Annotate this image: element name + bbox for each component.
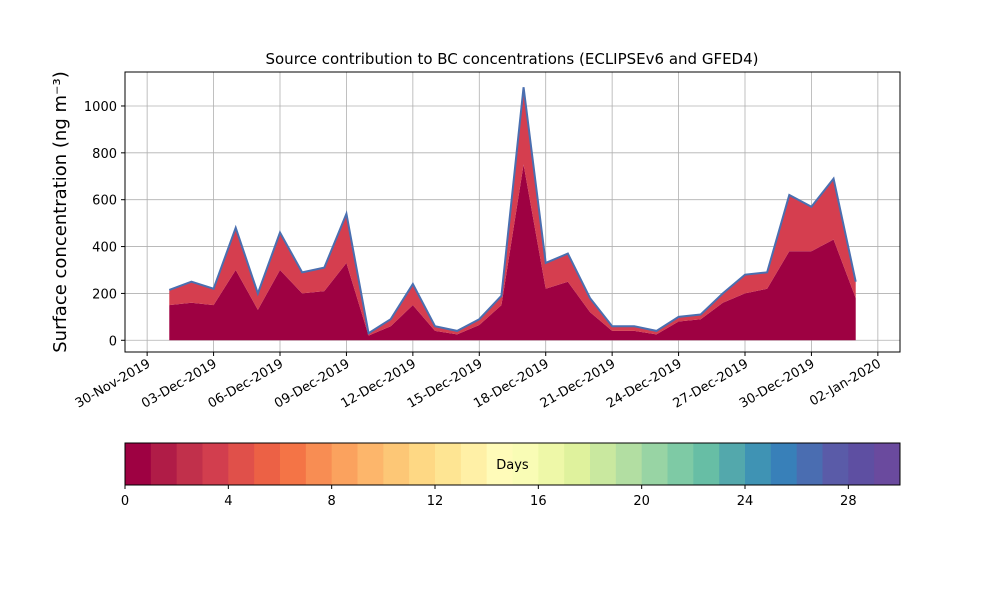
colorbar-swatch — [770, 443, 798, 485]
colorbar-swatch — [357, 443, 384, 485]
colorbar-label: Days — [496, 458, 529, 473]
colorbar-swatch — [874, 443, 901, 485]
colorbar-tick-label: 8 — [328, 494, 336, 509]
colorbar-tick-label: 12 — [427, 494, 444, 509]
y-tick-label: 600 — [92, 194, 117, 209]
colorbar-swatch — [512, 443, 539, 485]
colorbar-tick-label: 0 — [121, 494, 129, 509]
colorbar-swatch — [822, 443, 849, 485]
colorbar-swatch — [796, 443, 823, 485]
colorbar-swatch — [693, 443, 720, 485]
colorbar-swatch — [667, 443, 694, 485]
colorbar-tick-label: 28 — [840, 494, 857, 509]
colorbar-swatch — [125, 443, 152, 485]
y-tick-label: 200 — [92, 287, 117, 302]
colorbar-swatch — [228, 443, 255, 485]
colorbar-swatch — [383, 443, 410, 485]
colorbar-tick-label: 24 — [737, 494, 754, 509]
colorbar-swatch — [202, 443, 229, 485]
colorbar-swatch — [280, 443, 307, 485]
x-tick-label: 30-Dec-2019 — [737, 356, 817, 411]
colorbar-swatch — [409, 443, 436, 485]
y-tick-label: 1000 — [84, 100, 117, 115]
y-tick-label: 800 — [92, 147, 117, 162]
colorbar-swatch — [150, 443, 178, 485]
colorbar-swatch — [641, 443, 668, 485]
plot-frame — [124, 71, 901, 353]
colorbar-swatch — [745, 443, 772, 485]
y-tick-label: 400 — [92, 241, 117, 256]
total-line — [168, 87, 857, 335]
chart-title: Source contribution to BC concentrations… — [265, 50, 758, 68]
colorbar-tick-label: 16 — [530, 494, 547, 509]
colorbar-swatch — [254, 443, 281, 485]
colorbar-swatch — [848, 443, 875, 485]
colorbar-swatch — [615, 443, 643, 485]
colorbar-swatch — [590, 443, 617, 485]
x-tick-label: 02-Jan-2020 — [807, 356, 884, 409]
colorbar-swatch — [460, 443, 488, 485]
y-tick-label: 0 — [109, 334, 117, 349]
colorbar-tick-label: 20 — [633, 494, 650, 509]
colorbar-swatch — [486, 443, 513, 485]
area — [169, 164, 856, 341]
colorbar-swatch — [305, 443, 333, 485]
colorbar-tick-label: 4 — [224, 494, 232, 509]
colorbar-swatch — [719, 443, 746, 485]
y-axis-label: Surface concentration (ng m⁻³) — [50, 71, 71, 353]
colorbar-swatch — [538, 443, 565, 485]
colorbar-swatch — [435, 443, 462, 485]
colorbar-frame — [124, 442, 901, 486]
colorbar-swatch — [176, 443, 203, 485]
colorbar-swatch — [331, 443, 358, 485]
area — [169, 87, 856, 336]
colorbar-swatch — [564, 443, 591, 485]
